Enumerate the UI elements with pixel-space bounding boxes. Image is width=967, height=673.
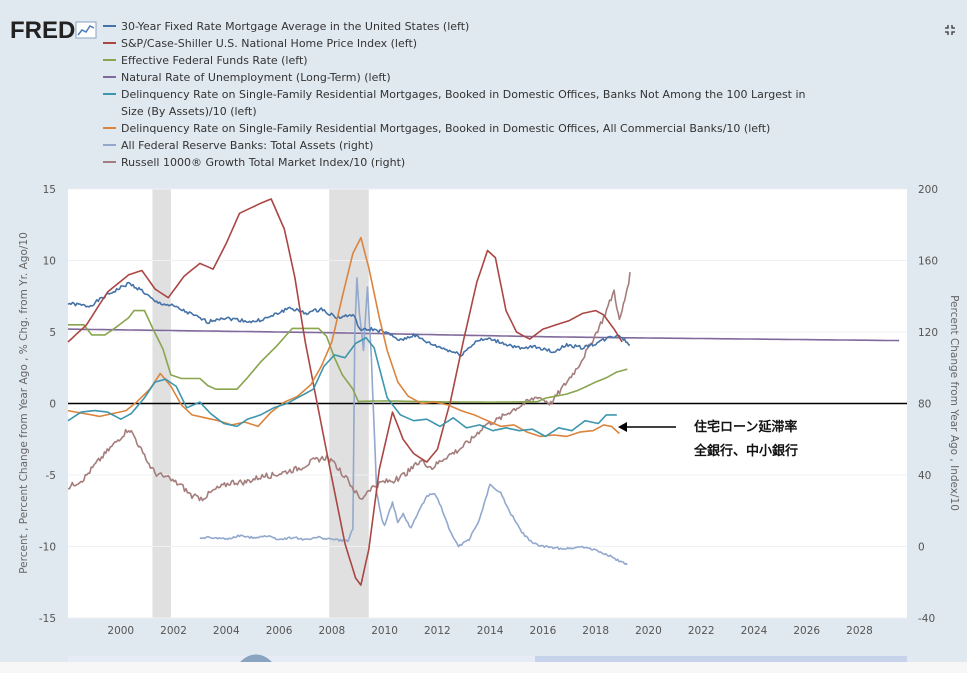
y-right-tick-label: 120 [918,327,938,339]
x-tick-label: 2006 [266,625,293,637]
legend-item-7[interactable]: All Federal Reserve Banks: Total Assets … [103,139,373,152]
x-tick-label: 2028 [846,625,873,637]
x-tick-label: 2004 [213,625,240,637]
y-left-tick-label: 10 [43,256,56,268]
y-left-tick-label: 5 [49,327,56,339]
legend-item-8[interactable]: Russell 1000® Growth Total Market Index/… [103,156,405,169]
legend-label-cont: Size (By Assets)/10 (left) [121,105,257,118]
legend-item-3[interactable]: Effective Federal Funds Rate (left) [103,54,308,67]
y-right-ticks: -40 0 40 80 120 160 200 [918,184,938,625]
x-tick-label: 2016 [530,625,557,637]
x-tick-label: 2018 [582,625,609,637]
y-right-tick-label: 40 [918,470,931,482]
y-left-tick-label: 15 [43,184,56,196]
y-left-tick-label: 0 [49,399,56,411]
legend-item-2[interactable]: S&P/Case-Shiller U.S. National Home Pric… [103,37,417,50]
legend-item-6[interactable]: Delinquency Rate on Single-Family Reside… [103,122,770,135]
series-line-7 [199,277,628,566]
y-left-ticks: -15 -10 -5 0 5 10 15 [39,184,56,625]
legend-label: All Federal Reserve Banks: Total Assets … [121,139,373,152]
series-line-4 [67,328,900,342]
annotation-line-2: 全銀行、中小銀行 [693,443,798,459]
annotation-arrow [618,422,676,432]
x-tick-label: 2024 [741,625,768,637]
legend-label: Natural Rate of Unemployment (Long-Term)… [121,71,391,84]
expand-icon[interactable] [945,25,955,35]
x-tick-label: 2002 [160,625,187,637]
legend-item-4[interactable]: Natural Rate of Unemployment (Long-Term)… [103,71,391,84]
legend-item-1[interactable]: 30-Year Fixed Rate Mortgage Average in t… [103,20,469,33]
fred-graph-icon [75,21,97,39]
y-right-tick-label: 200 [918,184,938,196]
series-line-1 [67,281,631,357]
x-axis-ticks: 2000 2002 2004 2006 2008 2010 2012 2014 2016 2018… [107,625,872,637]
annotation-line-1: 住宅ローン延滞率 [694,419,797,435]
legend-label: S&P/Case-Shiller U.S. National Home Pric… [121,37,417,50]
legend-item-5[interactable]: Delinquency Rate on Single-Family Reside… [103,88,806,118]
y-right-tick-label: 0 [918,542,925,554]
legend-label: Delinquency Rate on Single-Family Reside… [121,122,770,135]
y-axis-left-label: Percent , Percent Change from Year Ago ,… [18,232,30,574]
x-tick-label: 2008 [318,625,345,637]
x-tick-label: 2020 [635,625,662,637]
series-line-8 [67,272,631,502]
legend-label: 30-Year Fixed Rate Mortgage Average in t… [121,20,469,33]
y-left-tick-label: -10 [39,542,56,554]
y-right-tick-label: 80 [918,399,931,411]
series-line-6 [67,236,620,438]
fred-logo[interactable]: FRED [10,17,75,44]
series-line-2 [67,198,623,586]
x-tick-label: 2022 [688,625,715,637]
y-left-tick-label: -15 [39,613,56,625]
legend-label: Russell 1000® Growth Total Market Index/… [121,156,405,169]
y-axis-right-label: Percent Change from Year Ago , Index/10 [948,295,960,511]
x-tick-label: 2014 [477,625,504,637]
x-tick-label: 2010 [371,625,398,637]
y-right-tick-label: -40 [918,613,935,625]
x-tick-label: 2000 [107,625,134,637]
x-tick-label: 2026 [793,625,820,637]
series-line-5 [67,336,617,438]
legend-label: Delinquency Rate on Single-Family Reside… [121,88,806,101]
series-line-3 [68,309,628,403]
y-right-tick-label: 160 [918,256,938,268]
range-navigator[interactable] [68,654,907,663]
legend-label: Effective Federal Funds Rate (left) [121,54,308,67]
y-left-tick-label: -5 [46,470,56,482]
series-layer [67,198,900,586]
x-tick-label: 2012 [424,625,451,637]
chart-legend: 30-Year Fixed Rate Mortgage Average in t… [103,20,806,169]
